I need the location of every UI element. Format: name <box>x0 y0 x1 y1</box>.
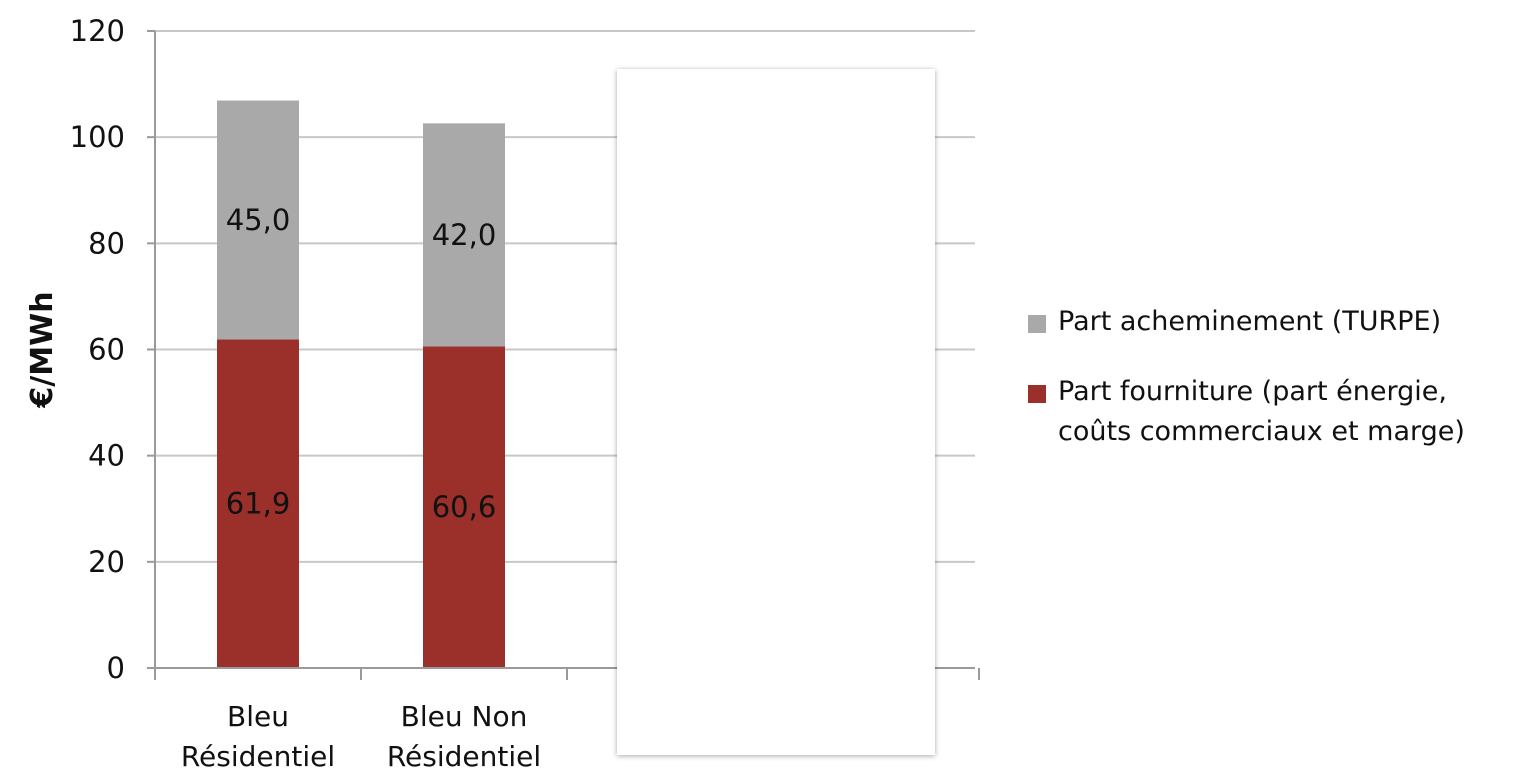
labels: 0 20 40 60 80 100 120 €/MWh 61,9 45,0 Bleu Résident… <box>25 14 541 773</box>
bars <box>217 100 505 668</box>
bar-acheminement-0 <box>217 100 299 340</box>
bar-fourniture-1 <box>423 346 505 668</box>
y-axis-title: €/MWh <box>25 291 60 408</box>
legend: Part acheminement (TURPE) Part fournitur… <box>1026 302 1522 482</box>
legend-swatch-acheminement <box>1028 315 1046 333</box>
y-tick-label-60: 60 <box>88 333 125 367</box>
y-tick-label-120: 120 <box>70 14 125 48</box>
legend-label-acheminement: Part acheminement (TURPE) <box>1058 306 1442 337</box>
legend-item-fourniture: Part fourniture (part énergie, coûts com… <box>1026 372 1522 452</box>
x-category-label-0: Bleu Résidentiel <box>181 700 335 773</box>
legend-swatch-fourniture <box>1028 385 1046 403</box>
x-category-label-line-1-0: Bleu Non <box>401 700 528 733</box>
data-label-acheminement-0: 45,0 <box>226 203 291 237</box>
bar-acheminement-1 <box>423 123 505 347</box>
data-label-acheminement-1: 42,0 <box>432 218 497 252</box>
white-overlay-panel <box>617 69 935 755</box>
y-tick-label-80: 80 <box>88 226 125 260</box>
x-category-label-line-1-1: Résidentiel <box>387 740 541 773</box>
x-category-label-line-0-1: Résidentiel <box>181 740 335 773</box>
legend-label-fourniture: Part fourniture (part énergie, coûts com… <box>1058 376 1465 447</box>
data-label-fourniture-1: 60,6 <box>432 490 497 524</box>
y-tick-label-40: 40 <box>88 439 125 473</box>
x-category-label-1: Bleu Non Résidentiel <box>387 700 541 773</box>
y-tick-label-20: 20 <box>88 545 125 579</box>
y-tick-label-0: 0 <box>107 651 125 685</box>
x-category-label-line-0-0: Bleu <box>227 700 289 733</box>
y-tick-label-100: 100 <box>70 120 125 154</box>
legend-item-acheminement: Part acheminement (TURPE) <box>1026 302 1522 342</box>
data-label-fourniture-0: 61,9 <box>226 487 291 521</box>
bar-fourniture-0 <box>217 339 299 668</box>
